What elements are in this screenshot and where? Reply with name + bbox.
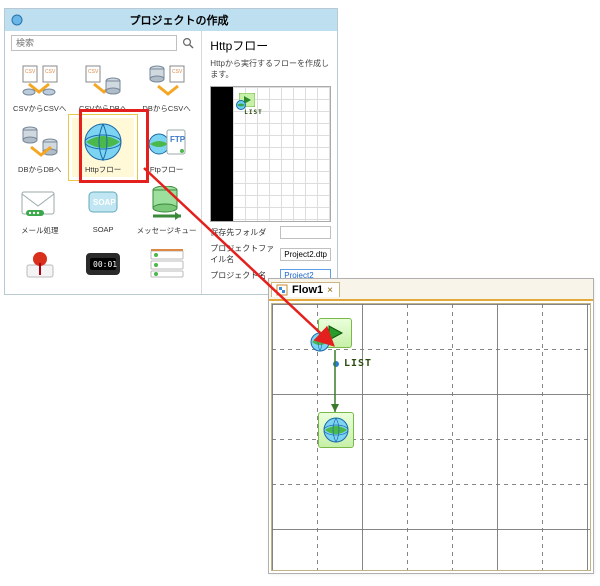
template-icon [9, 244, 70, 284]
template-label: DBからDBへ [9, 164, 70, 175]
template-item[interactable]: メッセージキュー [136, 179, 197, 238]
preview-canvas: LIST [210, 86, 331, 222]
template-icon: CSV [72, 61, 133, 101]
search-row [5, 31, 201, 55]
template-icon: FTP [136, 122, 197, 162]
template-item[interactable]: Httpフロー [72, 118, 133, 177]
template-label: メッセージキュー [136, 225, 197, 236]
template-icon [136, 244, 197, 284]
svg-text:CSV: CSV [172, 69, 183, 75]
template-grid: CSV CSV CSVからCSVへ CSV CSVからDBへ CSV DBからCSVへ DBか… [5, 55, 201, 294]
template-item[interactable]: DBからDBへ [9, 118, 70, 177]
name-label: プロジェクト名 [210, 270, 276, 281]
dialog-title: プロジェクトの作成 [27, 12, 331, 28]
preview-black-strip [211, 87, 233, 221]
svg-text:CSV: CSV [25, 69, 36, 75]
template-icon: SOAP [72, 183, 133, 223]
template-icon: 00:01 [72, 244, 133, 284]
template-label: Ftpフロー [136, 164, 197, 175]
svg-text:SOAP: SOAP [93, 198, 116, 207]
template-item[interactable]: 00:01 [72, 240, 133, 288]
create-project-dialog: プロジェクトの作成 CSV CSV CSVからCSVへ CSV CSVからDBへ CSV D… [4, 8, 338, 295]
svg-text:00:01: 00:01 [93, 260, 117, 269]
preview-pane: Httpフロー Httpから実行するフローを作成します。 LIST 保存先フォル… [202, 31, 337, 294]
http-node[interactable] [318, 412, 354, 448]
close-icon[interactable]: × [327, 285, 333, 296]
template-item[interactable] [9, 240, 70, 288]
template-item[interactable] [136, 240, 197, 288]
flow-tab[interactable]: Flow1 × [271, 282, 340, 297]
template-icon [72, 122, 133, 162]
preview-title: Httpフロー [210, 37, 331, 54]
search-input[interactable] [11, 35, 177, 51]
svg-text:CSV: CSV [88, 69, 99, 75]
template-list-pane: CSV CSV CSVからCSVへ CSV CSVからDBへ CSV DBからCSVへ DBか… [5, 31, 202, 294]
template-icon: CSV CSV [9, 61, 70, 101]
template-item[interactable]: CSV DBからCSVへ [136, 57, 197, 116]
folder-value[interactable] [280, 226, 331, 239]
flow-tab-label: Flow1 [292, 284, 323, 296]
template-label: メール処理 [9, 225, 70, 236]
template-icon: CSV [136, 61, 197, 101]
preview-desc: Httpから実行するフローを作成します。 [210, 58, 331, 80]
flow-editor-panel: Flow1 × LIST [268, 278, 594, 574]
flow-tab-bar: Flow1 × [269, 279, 593, 301]
search-icon[interactable] [181, 36, 195, 50]
svg-text:FTP: FTP [170, 135, 186, 144]
edge-label: LIST [344, 358, 372, 369]
template-item[interactable]: FTP Ftpフロー [136, 118, 197, 177]
template-label: DBからCSVへ [136, 103, 197, 114]
template-label: CSVからDBへ [72, 103, 133, 114]
folder-label: 保存先フォルダ [210, 227, 276, 238]
template-label: SOAP [72, 225, 133, 234]
template-item[interactable]: CSV CSV CSVからCSVへ [9, 57, 70, 116]
dialog-header: プロジェクトの作成 [5, 9, 337, 31]
template-item[interactable]: SOAP SOAP [72, 179, 133, 238]
file-row: プロジェクトファイル名 Project2.dtp [210, 243, 331, 265]
preview-grid [233, 87, 330, 221]
template-icon [9, 122, 70, 162]
app-icon [11, 14, 23, 26]
flow-canvas[interactable]: LIST [271, 303, 591, 571]
file-label: プロジェクトファイル名 [210, 243, 276, 265]
template-label: CSVからCSVへ [9, 103, 70, 114]
template-item[interactable]: CSV CSVからDBへ [72, 57, 133, 116]
svg-text:CSV: CSV [45, 69, 56, 75]
template-label: Httpフロー [72, 164, 133, 175]
template-icon [136, 183, 197, 223]
dialog-body: CSV CSV CSVからCSVへ CSV CSVからDBへ CSV DBからCSVへ DBか… [5, 31, 337, 294]
file-value[interactable]: Project2.dtp [280, 248, 331, 261]
template-icon [9, 183, 70, 223]
folder-row: 保存先フォルダ [210, 226, 331, 239]
preview-edge-label: LIST [244, 109, 262, 116]
flow-tab-icon [276, 284, 288, 296]
template-item[interactable]: メール処理 [9, 179, 70, 238]
